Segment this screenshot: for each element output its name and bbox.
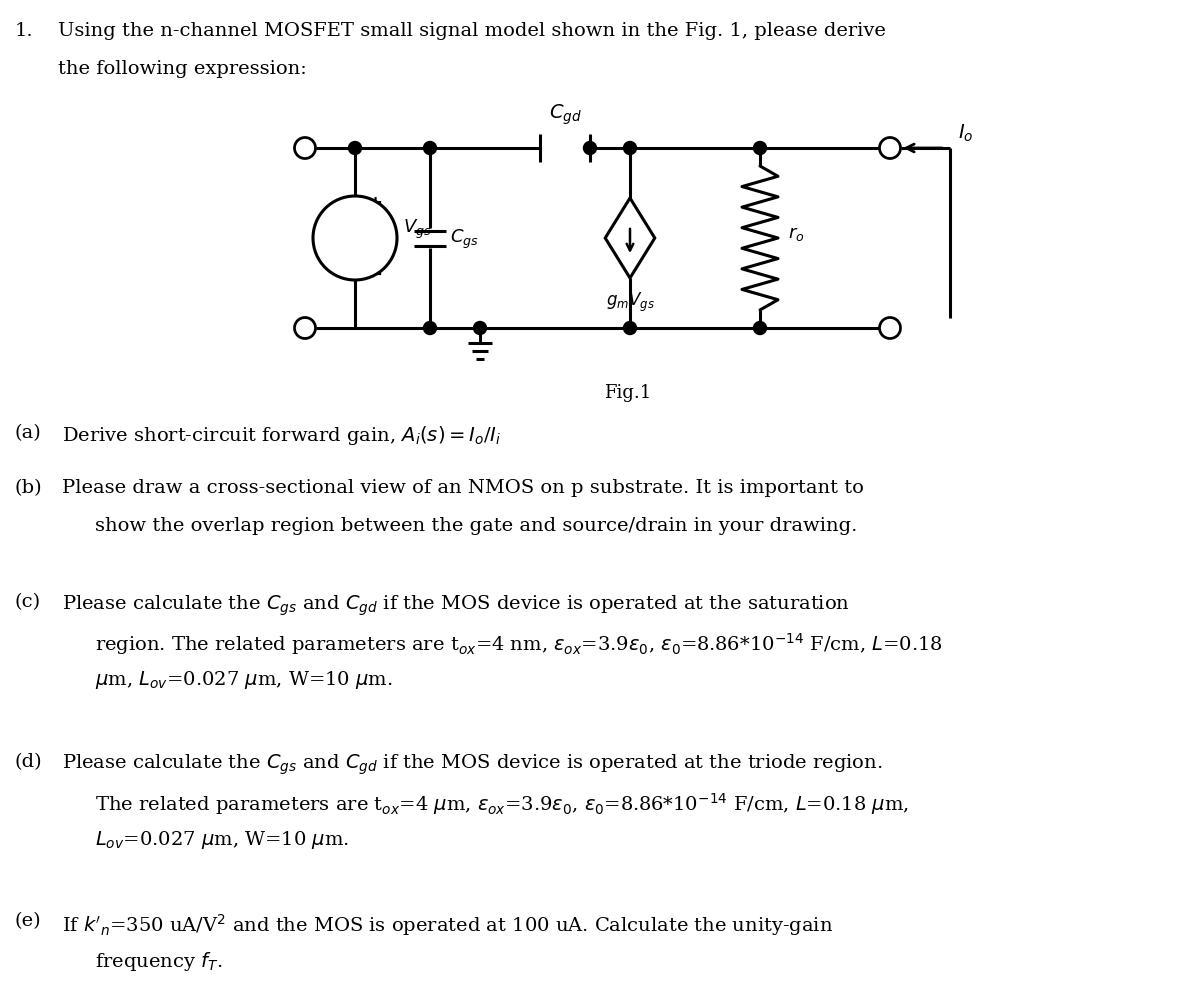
Text: $I_i$: $I_i$ [314,223,326,245]
Text: region. The related parameters are t$_{ox}$=4 nm, $\varepsilon_{ox}$=3.9$\vareps: region. The related parameters are t$_{o… [95,631,943,656]
Text: 1.: 1. [16,22,34,40]
Circle shape [624,322,637,335]
Text: (a): (a) [16,423,42,441]
Text: Using the n-channel MOSFET small signal model shown in the Fig. 1, please derive: Using the n-channel MOSFET small signal … [57,22,886,40]
Circle shape [474,322,486,335]
Circle shape [294,318,316,339]
Text: The related parameters are t$_{ox}$=4 $\mu$m, $\varepsilon_{ox}$=3.9$\varepsilon: The related parameters are t$_{ox}$=4 $\… [95,790,909,815]
Circle shape [424,142,437,155]
Text: $r_o$: $r_o$ [788,225,804,243]
Circle shape [424,322,437,335]
Text: $C_{gd}$: $C_{gd}$ [548,102,582,126]
Circle shape [348,142,361,155]
Text: $C_{gs}$: $C_{gs}$ [450,227,479,251]
Text: show the overlap region between the gate and source/drain in your drawing.: show the overlap region between the gate… [95,517,857,535]
Text: the following expression:: the following expression: [57,60,306,78]
Text: (d): (d) [16,752,43,770]
Text: Please calculate the $C_{gs}$ and $C_{gd}$ if the MOS device is operated at the : Please calculate the $C_{gs}$ and $C_{gd… [62,752,882,776]
Text: frequency $f_T$.: frequency $f_T$. [95,950,223,972]
Text: $L_{ov}$=0.027 $\mu$m, W=10 $\mu$m.: $L_{ov}$=0.027 $\mu$m, W=10 $\mu$m. [95,827,350,850]
Text: $V_{gs}$: $V_{gs}$ [403,218,432,241]
Circle shape [753,322,766,335]
Circle shape [583,142,596,155]
Text: $I_o$: $I_o$ [958,122,973,143]
Circle shape [312,197,397,281]
Circle shape [624,142,637,155]
Text: Please draw a cross-sectional view of an NMOS on p substrate. It is important to: Please draw a cross-sectional view of an… [62,478,864,496]
Text: Please calculate the $C_{gs}$ and $C_{gd}$ if the MOS device is operated at the : Please calculate the $C_{gs}$ and $C_{gd… [62,593,850,617]
Circle shape [880,138,900,159]
Text: $g_m V_{gs}$: $g_m V_{gs}$ [606,291,655,314]
Circle shape [880,318,900,339]
Text: (e): (e) [16,912,42,930]
Text: (b): (b) [16,478,43,496]
Text: +: + [367,194,382,212]
Text: Fig.1: Fig.1 [603,383,651,401]
Circle shape [294,138,316,159]
Text: $\mu$m, $L_{ov}$=0.027 $\mu$m, W=10 $\mu$m.: $\mu$m, $L_{ov}$=0.027 $\mu$m, W=10 $\mu… [95,668,393,690]
Circle shape [753,142,766,155]
Text: If $k'_n$=350 uA/V$^2$ and the MOS is operated at 100 uA. Calculate the unity-ga: If $k'_n$=350 uA/V$^2$ and the MOS is op… [62,912,833,937]
Text: Derive short-circuit forward gain, $A_i(s)$$=$$I_o$/$I_i$: Derive short-circuit forward gain, $A_i(… [62,423,502,446]
Text: (c): (c) [16,593,41,611]
Text: −: − [367,266,382,284]
